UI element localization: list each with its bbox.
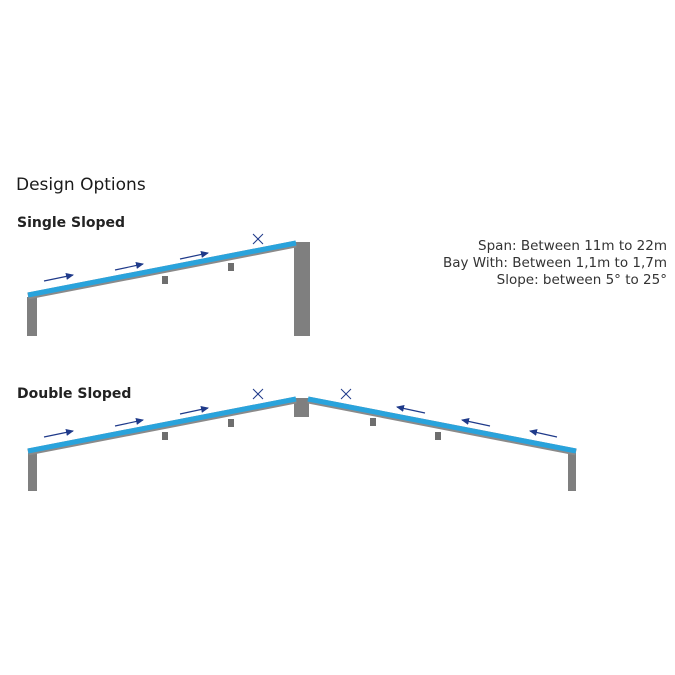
flow-arrow bbox=[179, 251, 209, 260]
left-post bbox=[27, 297, 37, 336]
x-mark-icon bbox=[252, 388, 264, 400]
double-sloped-diagram bbox=[27, 388, 577, 491]
purlin bbox=[435, 432, 441, 440]
right-post bbox=[568, 453, 576, 491]
solar-panel-beam bbox=[307, 396, 577, 454]
x-mark-icon bbox=[340, 388, 352, 400]
flow-arrow bbox=[179, 406, 209, 415]
flow-arrow bbox=[529, 429, 558, 438]
purlin bbox=[162, 276, 168, 284]
single-sloped-label: Single Sloped bbox=[17, 215, 126, 231]
flow-arrow bbox=[43, 428, 74, 438]
slope-spec: Slope: between 5° to 25° bbox=[496, 272, 667, 288]
purlin bbox=[162, 432, 168, 440]
right-column bbox=[294, 242, 310, 336]
solar-panel-beam bbox=[27, 396, 297, 454]
left-post bbox=[28, 453, 37, 491]
double-sloped-label: Double Sloped bbox=[17, 386, 132, 402]
x-mark-icon bbox=[252, 233, 264, 245]
solar-panel-beam bbox=[27, 240, 297, 298]
specifications: Span: Between 11m to 22m Bay With: Betwe… bbox=[443, 238, 667, 289]
flow-arrow bbox=[43, 272, 74, 282]
flow-arrow bbox=[114, 262, 144, 271]
bay-spec: Bay With: Between 1,1m to 1,7m bbox=[442, 255, 667, 271]
flow-arrow bbox=[461, 418, 491, 427]
purlin bbox=[228, 263, 234, 271]
single-sloped-diagram bbox=[27, 233, 310, 336]
flow-arrow bbox=[114, 418, 144, 427]
center-column bbox=[294, 398, 309, 417]
purlin bbox=[370, 418, 376, 426]
purlin bbox=[228, 419, 234, 427]
page-title: Design Options bbox=[16, 175, 146, 195]
flow-arrow bbox=[396, 405, 426, 414]
span-spec: Span: Between 11m to 22m bbox=[478, 238, 667, 254]
